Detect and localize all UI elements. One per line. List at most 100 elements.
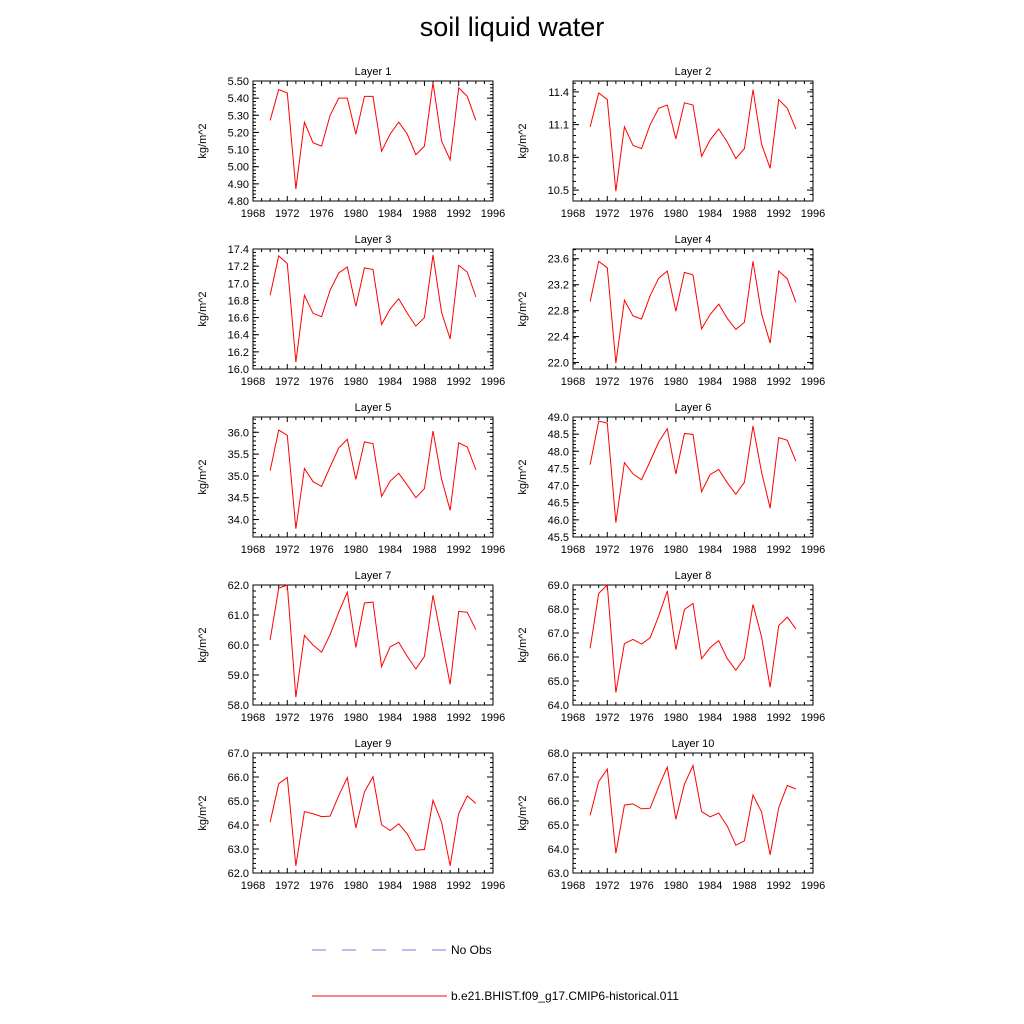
y-axis-label: kg/m^2 (517, 123, 529, 158)
panel-8: Layer 8 1968 1972 1976 1980 1984 1988 1992 1996 6… (517, 570, 825, 724)
x-tick-label: 1980 (664, 712, 688, 724)
y-tick-label: 17.4 (228, 244, 249, 256)
y-tick-label: 4.80 (228, 196, 249, 208)
x-tick-label: 1980 (344, 208, 368, 220)
x-tick-label: 1968 (241, 880, 265, 892)
y-tick-label: 64.0 (548, 844, 569, 856)
y-tick-label: 17.2 (228, 261, 249, 273)
plot-frame (252, 752, 494, 874)
legend-label-no-obs: No Obs (451, 943, 492, 957)
x-tick-label: 1996 (481, 544, 505, 556)
x-tick-label: 1976 (629, 880, 653, 892)
series-line (269, 775, 477, 866)
x-tick-label: 1992 (766, 880, 790, 892)
y-tick-label: 59.0 (228, 670, 249, 682)
x-tick-label: 1988 (732, 880, 756, 892)
y-tick-label: 65.0 (548, 820, 569, 832)
y-tick-label: 10.8 (548, 152, 569, 164)
panel-title: Layer 1 (355, 66, 392, 78)
y-tick-label: 35.5 (228, 449, 249, 461)
series-line (269, 82, 477, 190)
x-tick-label: 1984 (378, 376, 402, 388)
y-tick-label: 64.0 (548, 700, 569, 712)
x-tick-label: 1996 (801, 544, 825, 556)
plot-frame (572, 752, 814, 874)
x-tick-label: 1972 (275, 376, 299, 388)
x-tick-label: 1972 (595, 376, 619, 388)
y-tick-label: 16.6 (228, 313, 249, 325)
x-tick-label: 1976 (629, 208, 653, 220)
y-axis-label: kg/m^2 (197, 627, 209, 662)
y-tick-label: 5.00 (228, 162, 249, 174)
y-axis-label: kg/m^2 (517, 459, 529, 494)
y-tick-label: 11.4 (548, 87, 569, 99)
y-tick-label: 36.0 (228, 427, 249, 439)
x-tick-label: 1976 (629, 544, 653, 556)
panel-7: Layer 7 1968 1972 1976 1980 1984 1988 1992 1996 5… (197, 570, 505, 724)
x-tick-label: 1972 (275, 544, 299, 556)
x-tick-label: 1992 (446, 208, 470, 220)
panel-2: Layer 2 1968 1972 1976 1980 1984 1988 1992 1996 1… (517, 66, 825, 220)
x-tick-label: 1984 (698, 376, 722, 388)
x-tick-label: 1980 (664, 376, 688, 388)
x-tick-label: 1996 (481, 208, 505, 220)
y-axis-label: kg/m^2 (197, 459, 209, 494)
x-tick-label: 1980 (344, 376, 368, 388)
x-tick-label: 1972 (275, 712, 299, 724)
y-axis-label: kg/m^2 (517, 291, 529, 326)
x-tick-label: 1980 (664, 880, 688, 892)
y-tick-label: 67.0 (548, 628, 569, 640)
y-tick-label: 67.0 (548, 772, 569, 784)
x-tick-label: 1988 (732, 712, 756, 724)
y-tick-label: 34.5 (228, 493, 249, 505)
y-tick-label: 22.4 (548, 332, 569, 344)
x-tick-label: 1968 (561, 712, 585, 724)
x-tick-label: 1972 (595, 544, 619, 556)
panel-title: Layer 5 (355, 402, 392, 414)
y-tick-label: 5.50 (228, 76, 249, 88)
x-tick-label: 1988 (412, 544, 436, 556)
plot-frame (572, 80, 814, 202)
x-tick-label: 1968 (241, 376, 265, 388)
x-tick-label: 1988 (412, 208, 436, 220)
y-tick-label: 23.6 (548, 254, 569, 266)
x-tick-label: 1976 (309, 544, 333, 556)
x-tick-label: 1984 (378, 544, 402, 556)
x-tick-label: 1968 (561, 880, 585, 892)
x-tick-label: 1968 (241, 208, 265, 220)
x-tick-label: 1992 (766, 208, 790, 220)
panel-title: Layer 7 (355, 570, 392, 582)
y-tick-label: 4.90 (228, 179, 249, 191)
y-tick-label: 47.5 (548, 463, 569, 475)
x-tick-label: 1988 (412, 880, 436, 892)
legend: No Obs b.e21.BHIST.f09_g17.CMIP6-historic… (312, 943, 679, 1003)
x-tick-label: 1988 (732, 376, 756, 388)
y-tick-label: 62.0 (228, 580, 249, 592)
x-tick-label: 1972 (595, 208, 619, 220)
y-tick-label: 69.0 (548, 580, 569, 592)
x-tick-label: 1984 (378, 208, 402, 220)
y-tick-label: 63.0 (548, 868, 569, 880)
x-tick-label: 1972 (595, 880, 619, 892)
series-line (589, 763, 797, 855)
x-tick-label: 1976 (309, 376, 333, 388)
y-axis-label: kg/m^2 (517, 795, 529, 830)
x-tick-label: 1996 (481, 712, 505, 724)
y-tick-label: 58.0 (228, 700, 249, 712)
x-tick-label: 1984 (698, 544, 722, 556)
x-tick-label: 1980 (344, 544, 368, 556)
panel-9: Layer 9 1968 1972 1976 1980 1984 1988 1992 1996 6… (197, 738, 505, 892)
y-tick-label: 16.0 (228, 364, 249, 376)
y-axis-label: kg/m^2 (197, 123, 209, 158)
panel-3: Layer 3 1968 1972 1976 1980 1984 1988 1992 1996 1… (197, 234, 505, 388)
y-tick-label: 16.4 (228, 330, 249, 342)
x-tick-label: 1992 (446, 880, 470, 892)
y-tick-label: 5.10 (228, 145, 249, 157)
y-tick-label: 16.2 (228, 347, 249, 359)
x-tick-label: 1988 (412, 712, 436, 724)
x-tick-label: 1996 (801, 880, 825, 892)
plot-frame (572, 248, 814, 370)
y-tick-label: 23.2 (548, 280, 569, 292)
y-tick-label: 65.0 (228, 796, 249, 808)
